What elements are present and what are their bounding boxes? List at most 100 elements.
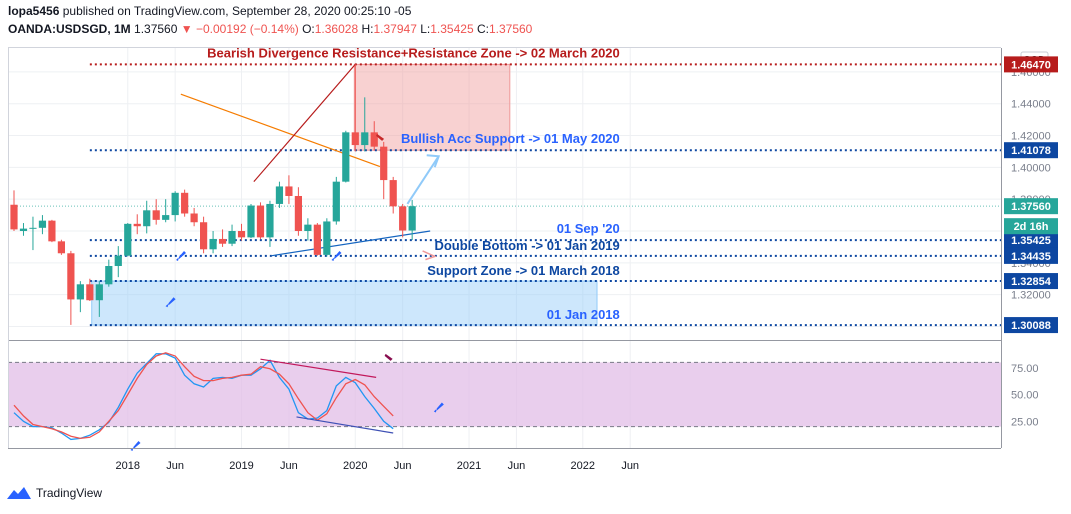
price-label-box: [1004, 273, 1058, 290]
stoch-band: [8, 362, 1001, 427]
candle-body: [332, 181, 340, 222]
candle-body: [399, 206, 407, 231]
candle-body: [105, 266, 113, 285]
stoch-rocket-icon: [433, 402, 444, 413]
candle-body: [181, 192, 189, 214]
down-projection-arrow-icon: [422, 250, 437, 261]
candle-body: [67, 253, 75, 300]
rocket-icon: [176, 251, 187, 262]
candle-body: [304, 224, 312, 231]
symbol-label: OANDA:USDSGD, 1M: [8, 22, 131, 36]
candle-body: [256, 205, 265, 238]
x-tick-label: 2019: [229, 460, 253, 472]
rocket-icon: [165, 297, 176, 308]
candle-body: [370, 132, 378, 147]
tradingview-logo-icon: [7, 487, 31, 499]
price-label: 1.34435: [1011, 251, 1051, 263]
y-tick-label: 1.42000: [1011, 131, 1051, 143]
projection-arrowhead: [426, 154, 441, 168]
candle-body: [76, 284, 84, 300]
candle-body: [275, 186, 284, 204]
support-zone: [91, 280, 598, 326]
bottom-support-line: [271, 230, 431, 257]
price-label-box: [1004, 232, 1058, 249]
candle-body: [266, 203, 274, 238]
candle-body: [162, 215, 170, 220]
candle-body: [408, 206, 416, 231]
x-tick-label: Jun: [621, 460, 639, 472]
candle-body: [237, 230, 246, 238]
price-label: 1.30088: [1011, 320, 1051, 332]
candle-body: [152, 210, 160, 220]
stoch-k-line: [13, 353, 394, 441]
candle-body: [10, 204, 18, 230]
low-value: 1.35425: [430, 22, 474, 36]
chart-annotation: Bearish Divergence Resistance+Resistance…: [207, 45, 620, 60]
rocket-icon: [331, 251, 342, 262]
x-tick-label: Jun: [166, 460, 184, 472]
candle-body: [247, 205, 255, 238]
chart-annotation: Bullish Acc Support -> 01 May 2020: [401, 131, 620, 146]
candle-body: [190, 213, 198, 223]
price-label-box: [1004, 56, 1058, 73]
candle-body: [285, 186, 293, 196]
x-tick-label: 2021: [457, 460, 481, 472]
candle-body: [361, 132, 369, 146]
price-label-box: [1004, 317, 1058, 334]
open-label: O:: [302, 22, 315, 36]
price-label-box: [1004, 142, 1058, 159]
candle-body: [218, 238, 227, 244]
symbol-info: OANDA:USDSGD, 1M 1.37560 ▼ −0.00192 (−0.…: [8, 22, 532, 36]
y-tick-label: 1.44000: [1011, 99, 1051, 111]
stoch-bearish-rocket-icon: [384, 353, 393, 361]
down-arrow-icon: ▼: [180, 22, 193, 36]
open-value: 1.36028: [314, 22, 359, 36]
divergence-up-line: [253, 63, 356, 183]
stoch-y-tick-label: 50.00: [1011, 390, 1039, 402]
countdown-label: 2d 16h: [1014, 221, 1049, 233]
candle-body: [57, 241, 65, 254]
x-tick-label: Jun: [280, 460, 298, 472]
bearish-rocket-icon: [376, 133, 385, 141]
projection-arrow: [406, 155, 440, 205]
candle-body: [171, 192, 179, 216]
candle-body: [380, 146, 388, 181]
candle-body: [351, 132, 359, 146]
chart-annotation: 01 Sep '20: [557, 221, 620, 236]
candle-body: [114, 255, 122, 267]
stoch-bearish-divergence: [260, 358, 377, 378]
candle-body: [19, 228, 28, 231]
countdown-box: [1004, 218, 1058, 235]
y-tick-label: 1.40000: [1011, 162, 1051, 174]
candle-body: [95, 284, 103, 301]
y-tick-label: 1.32000: [1011, 290, 1051, 302]
candle-body: [209, 238, 217, 250]
candle-body: [133, 223, 141, 227]
stoch-bullish-line: [296, 416, 394, 434]
close-label: C:: [476, 22, 489, 36]
candle-body: [294, 195, 302, 231]
price-label: 1.46470: [1011, 59, 1051, 71]
candle-body: [29, 227, 37, 229]
x-tick-label: 2022: [571, 460, 595, 472]
stoch-d-line: [13, 352, 394, 440]
candle-body: [86, 284, 94, 301]
stoch-y-tick-label: 75.00: [1011, 363, 1039, 375]
x-tick-label: 2018: [116, 460, 140, 472]
candle-body: [38, 220, 47, 228]
price-change: −0.00192 (−0.14%): [195, 22, 299, 36]
candle-body: [323, 221, 331, 255]
close-value: 1.37560: [488, 22, 533, 36]
candle-body: [228, 230, 236, 244]
chart-annotation: Double Bottom -> 01 Jan 2019: [434, 238, 619, 253]
resistance-zone: [353, 63, 511, 151]
price-label: 1.35425: [1011, 235, 1051, 247]
x-tick-label: 2020: [343, 460, 367, 472]
price-label: 1.37560: [1011, 201, 1051, 213]
publisher-name[interactable]: lopa5456: [8, 4, 60, 18]
tradingview-footer[interactable]: TradingView: [6, 486, 102, 500]
price-label: 1.41078: [1011, 145, 1051, 157]
price-label-box: [1004, 247, 1058, 264]
x-tick-label: Jun: [394, 460, 412, 472]
